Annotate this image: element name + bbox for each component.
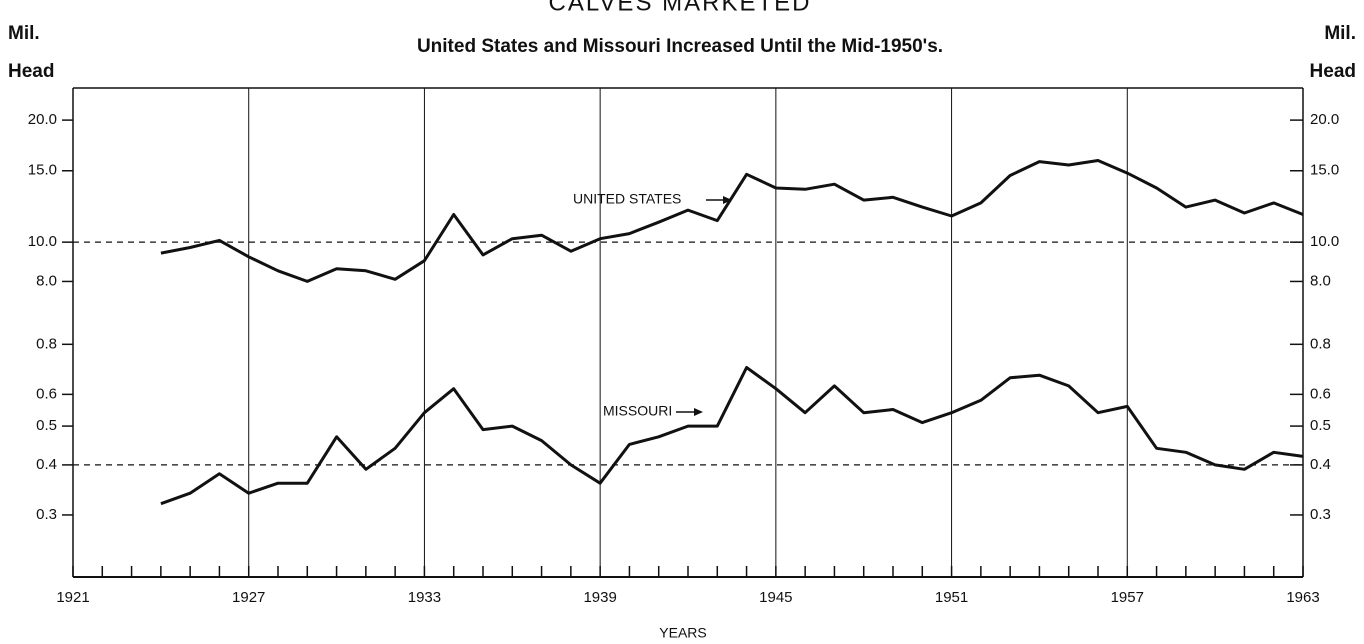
y-axis-label: Mil. Head	[1310, 23, 1356, 82]
x-tick-label: 1921	[56, 589, 89, 606]
plot-area	[72, 87, 1304, 578]
chart-title: CALVES MARKETED	[549, 0, 812, 16]
y2-tick-label: 0.4	[1310, 456, 1331, 473]
y2-tick-label: 8.0	[1310, 272, 1331, 289]
x-tick-label: 1963	[1286, 589, 1319, 606]
y-tick-label: 0.4	[36, 456, 57, 473]
x-tick-label: 1951	[935, 589, 968, 606]
x-axis-label: YEARS	[659, 625, 706, 641]
y2-tick-label: 0.8	[1310, 335, 1331, 352]
label-arrowhead	[694, 408, 703, 416]
y-tick-label: 0.6	[36, 385, 57, 402]
y-tick-label: 15.0	[28, 162, 57, 179]
series-label: UNITED STATES	[573, 191, 681, 207]
x-tick-label: 1957	[1111, 589, 1144, 606]
y2-tick-label: 0.3	[1310, 506, 1331, 523]
x-tick-label: 1927	[232, 589, 265, 606]
series-label: MISSOURI	[603, 403, 672, 419]
y-axis-label: Mil. Head	[8, 23, 54, 82]
y2-tick-label: 0.6	[1310, 385, 1331, 402]
y-tick-label: 0.5	[36, 417, 57, 434]
chart-subtitle: United States and Missouri Increased Unt…	[417, 36, 943, 57]
series-line	[160, 159, 1304, 283]
x-tick-label: 1939	[583, 589, 616, 606]
y2-tick-label: 15.0	[1310, 162, 1339, 179]
y-tick-label: 8.0	[36, 272, 57, 289]
series-line	[160, 366, 1304, 506]
y2-tick-label: 20.0	[1310, 111, 1339, 128]
y-tick-label: 0.8	[36, 335, 57, 352]
x-tick-label: 1945	[759, 589, 792, 606]
y-tick-label: 20.0	[28, 111, 57, 128]
label-arrowhead	[723, 196, 732, 204]
y-tick-label: 10.0	[28, 233, 57, 250]
y2-tick-label: 0.5	[1310, 417, 1331, 434]
x-tick-label: 1933	[408, 589, 441, 606]
y-tick-label: 0.3	[36, 506, 57, 523]
y2-tick-label: 10.0	[1310, 233, 1339, 250]
